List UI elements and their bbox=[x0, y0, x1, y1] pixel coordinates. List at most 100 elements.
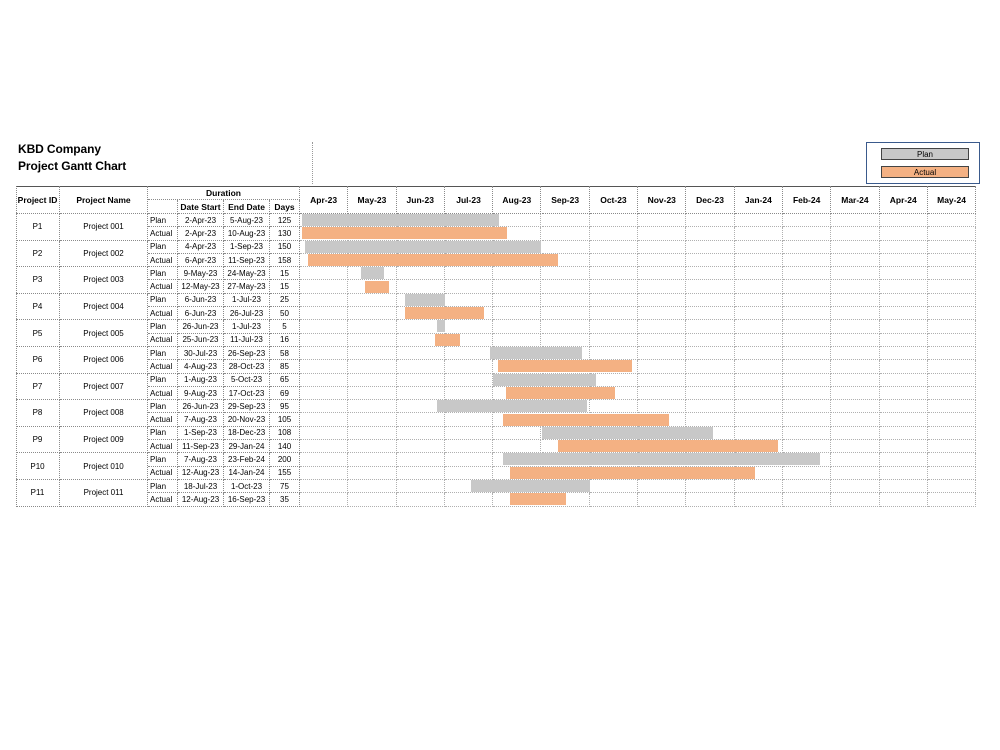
actual-start-date: 7-Aug-23 bbox=[178, 413, 224, 427]
grid-cell bbox=[444, 373, 494, 387]
grid-cell bbox=[686, 320, 735, 334]
grid-cell bbox=[638, 293, 687, 308]
grid-cell bbox=[589, 386, 639, 401]
grid-cell bbox=[348, 413, 397, 427]
grid-cell bbox=[879, 307, 928, 321]
grid-cell bbox=[348, 373, 397, 387]
project-name: Project 001 bbox=[60, 214, 148, 241]
grid-cell bbox=[831, 493, 880, 507]
grid-cell bbox=[734, 307, 783, 321]
project-name: Project 008 bbox=[60, 400, 148, 427]
grid-cell bbox=[879, 426, 928, 441]
grid-cell bbox=[348, 400, 397, 414]
grid-cell bbox=[348, 440, 397, 454]
header-project-name: Project Name bbox=[60, 186, 148, 214]
header-duration: Duration bbox=[148, 186, 300, 200]
grid-cell bbox=[348, 347, 397, 361]
actual-bar bbox=[557, 440, 779, 453]
plan-label: Plan bbox=[148, 400, 178, 414]
grid-cell bbox=[686, 227, 735, 241]
grid-cell bbox=[831, 320, 880, 334]
grid-cell bbox=[444, 426, 494, 441]
grid-cell bbox=[638, 400, 687, 414]
actual-days: 158 bbox=[270, 253, 300, 268]
grid-cell bbox=[493, 333, 542, 347]
grid-cell bbox=[589, 333, 639, 347]
grid-cell bbox=[589, 307, 639, 321]
grid-cell bbox=[879, 440, 928, 454]
grid-cell bbox=[444, 307, 494, 321]
grid-cell bbox=[348, 320, 397, 334]
grid-cell bbox=[831, 466, 880, 480]
grid-cell bbox=[734, 400, 783, 414]
actual-start-date: 6-Apr-23 bbox=[178, 253, 224, 268]
actual-start-date: 6-Jun-23 bbox=[178, 307, 224, 321]
grid-cell bbox=[493, 214, 542, 228]
actual-label: Actual bbox=[148, 466, 178, 480]
grid-cell bbox=[927, 267, 977, 281]
month-header: Nov-23 bbox=[638, 186, 687, 214]
grid-cell bbox=[831, 253, 880, 268]
grid-cell bbox=[927, 320, 977, 334]
grid-cell bbox=[831, 386, 880, 401]
legend: Plan Actual bbox=[866, 142, 980, 184]
grid-cell bbox=[879, 453, 928, 467]
grid-cell bbox=[734, 386, 783, 401]
grid-cell bbox=[396, 280, 445, 294]
grid-cell bbox=[638, 480, 687, 494]
grid-cell bbox=[541, 293, 590, 308]
project-id: P5 bbox=[16, 320, 60, 347]
plan-label: Plan bbox=[148, 267, 178, 281]
plan-days: 95 bbox=[270, 400, 300, 414]
actual-bar bbox=[301, 227, 508, 240]
month-header: Apr-23 bbox=[300, 186, 349, 214]
grid-cell bbox=[783, 227, 832, 241]
grid-cell bbox=[831, 214, 880, 228]
grid-cell bbox=[300, 267, 349, 281]
actual-start-date: 11-Sep-23 bbox=[178, 440, 224, 454]
project-name: Project 009 bbox=[60, 426, 148, 454]
plan-start-date: 6-Jun-23 bbox=[178, 293, 224, 308]
grid-cell bbox=[734, 320, 783, 334]
actual-label: Actual bbox=[148, 360, 178, 374]
grid-cell bbox=[879, 480, 928, 494]
plan-end-date: 5-Aug-23 bbox=[224, 214, 270, 228]
plan-start-date: 2-Apr-23 bbox=[178, 214, 224, 228]
grid-cell bbox=[831, 227, 880, 241]
grid-cell bbox=[589, 400, 639, 414]
grid-cell bbox=[348, 426, 397, 441]
plan-days: 25 bbox=[270, 293, 300, 308]
grid-cell bbox=[734, 293, 783, 308]
grid-cell bbox=[831, 413, 880, 427]
grid-cell bbox=[686, 386, 735, 401]
grid-cell bbox=[444, 413, 494, 427]
plan-days: 75 bbox=[270, 480, 300, 494]
actual-days: 155 bbox=[270, 466, 300, 480]
grid-cell bbox=[734, 267, 783, 281]
title-separator bbox=[312, 142, 313, 184]
actual-end-date: 17-Oct-23 bbox=[224, 386, 270, 401]
grid-cell bbox=[927, 280, 977, 294]
header-date-start: Date Start bbox=[178, 200, 224, 214]
chart-title: Project Gantt Chart bbox=[18, 159, 127, 173]
plan-end-date: 5-Oct-23 bbox=[224, 373, 270, 387]
grid-cell bbox=[444, 466, 494, 480]
project-name: Project 011 bbox=[60, 480, 148, 507]
actual-label: Actual bbox=[148, 386, 178, 401]
grid-cell bbox=[493, 267, 542, 281]
grid-cell bbox=[734, 227, 783, 241]
grid-cell bbox=[348, 453, 397, 467]
grid-cell bbox=[638, 214, 687, 228]
plan-start-date: 9-May-23 bbox=[178, 267, 224, 281]
actual-label: Actual bbox=[148, 227, 178, 241]
project-name: Project 005 bbox=[60, 320, 148, 347]
grid-cell bbox=[300, 320, 349, 334]
actual-end-date: 26-Jul-23 bbox=[224, 307, 270, 321]
grid-cell bbox=[831, 240, 880, 254]
grid-cell bbox=[444, 440, 494, 454]
grid-cell bbox=[638, 493, 687, 507]
grid-cell bbox=[638, 360, 687, 374]
actual-days: 69 bbox=[270, 386, 300, 401]
grid-cell bbox=[589, 214, 639, 228]
month-header: Sep-23 bbox=[541, 186, 590, 214]
